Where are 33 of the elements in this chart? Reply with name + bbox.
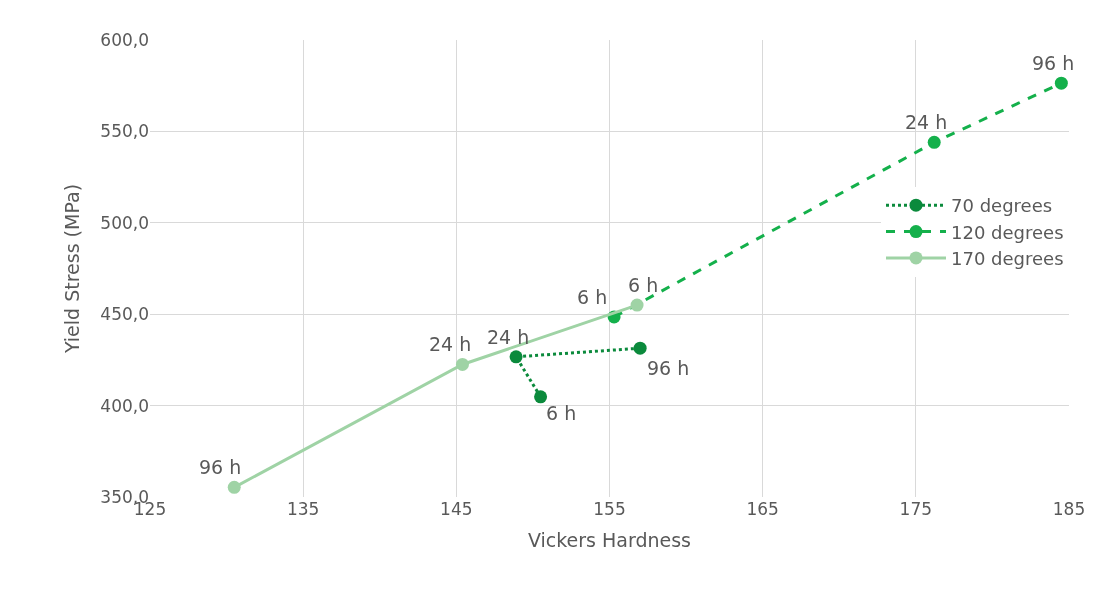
- legend-label: 70 degrees: [951, 195, 1053, 217]
- annotation: 96 h: [1032, 52, 1075, 74]
- y-tick-label: 400,0: [100, 395, 149, 416]
- point: [534, 390, 548, 404]
- point: [455, 357, 469, 371]
- annotation: 6 h: [628, 274, 659, 296]
- x-axis-title: Vickers Hardness: [527, 528, 692, 551]
- annotation: 24 h: [429, 333, 472, 355]
- annotation: 24 h: [487, 326, 530, 348]
- y-tick-label: 550,0: [100, 121, 149, 142]
- point: [1054, 76, 1068, 90]
- annotation: 96 h: [647, 357, 690, 379]
- legend-label: 170 degrees: [951, 247, 1064, 269]
- annotation: 6 h: [546, 402, 577, 424]
- x-tick-label: 145: [440, 499, 473, 519]
- x-tick-label: 175: [899, 499, 933, 519]
- point: [927, 135, 941, 149]
- legend-label: 120 degrees: [951, 221, 1064, 243]
- point: [633, 341, 647, 355]
- y-tick-label: 600,0: [100, 29, 149, 50]
- x-tick-label: 135: [286, 499, 320, 519]
- y-tick-label: 450,0: [100, 304, 149, 325]
- x-tick-label: 155: [593, 499, 626, 519]
- y-tick-label: 500,0: [100, 212, 149, 233]
- x-tick-label: 165: [746, 499, 779, 519]
- annotation: 24 h: [905, 111, 948, 133]
- point: [227, 480, 241, 494]
- point: [509, 350, 523, 364]
- annotation: 96 h: [199, 456, 242, 478]
- annotation: 6 h: [577, 286, 608, 308]
- y-axis-title: Yield Stress (MPa): [61, 183, 84, 355]
- x-tick-label: 185: [1052, 499, 1086, 519]
- point: [630, 298, 644, 312]
